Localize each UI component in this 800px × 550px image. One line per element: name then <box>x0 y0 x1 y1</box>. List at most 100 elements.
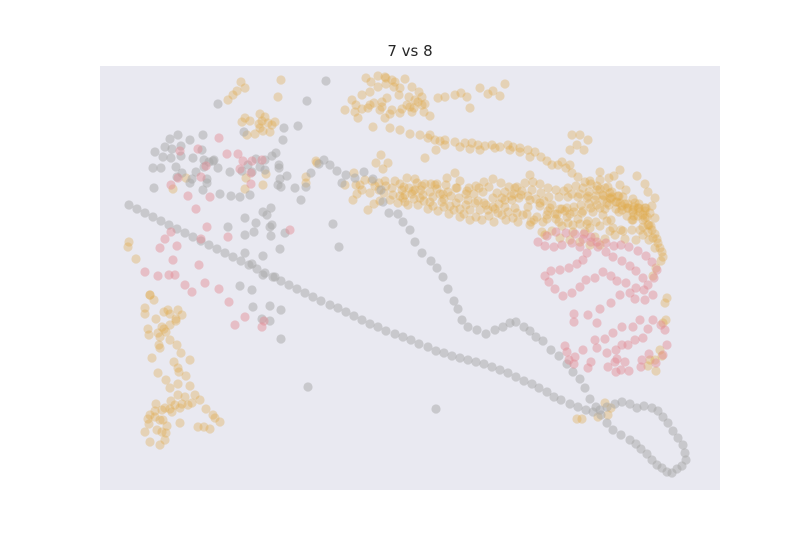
data-point <box>592 200 602 210</box>
data-point <box>607 192 617 202</box>
data-point <box>428 201 438 211</box>
data-point <box>155 440 165 450</box>
data-point <box>658 252 668 262</box>
data-point <box>235 192 245 202</box>
data-point <box>604 173 614 183</box>
data-point <box>196 234 206 244</box>
data-point <box>657 351 667 361</box>
data-point <box>175 403 185 413</box>
data-point <box>455 212 465 222</box>
data-point <box>535 179 545 189</box>
data-point <box>306 168 316 178</box>
data-point <box>497 193 507 203</box>
data-point <box>592 181 602 191</box>
data-point <box>509 189 519 199</box>
data-point <box>413 97 423 107</box>
data-point <box>157 427 167 437</box>
data-point <box>123 242 133 252</box>
data-point <box>430 180 440 190</box>
data-point <box>494 199 504 209</box>
data-point <box>641 203 651 213</box>
data-point <box>191 204 201 214</box>
data-point <box>162 421 172 431</box>
data-point <box>212 244 222 254</box>
data-point <box>557 157 567 167</box>
data-point <box>607 187 617 197</box>
data-point <box>143 414 153 424</box>
data-point <box>525 152 535 162</box>
data-point <box>150 412 160 422</box>
data-point <box>415 130 425 140</box>
data-point <box>523 191 533 201</box>
data-point <box>639 401 649 411</box>
data-point <box>563 192 573 202</box>
data-point <box>628 194 638 204</box>
data-point <box>590 195 600 205</box>
data-point <box>575 242 585 252</box>
data-point <box>187 398 197 408</box>
data-point <box>472 325 482 335</box>
data-point <box>479 177 489 187</box>
data-point <box>515 147 525 157</box>
data-point <box>484 211 494 221</box>
data-point <box>630 198 640 208</box>
data-point <box>245 190 255 200</box>
data-point <box>423 204 433 214</box>
data-point <box>463 355 473 365</box>
data-point <box>535 198 545 208</box>
data-point <box>561 163 571 173</box>
data-point <box>604 200 614 210</box>
data-point <box>308 292 318 302</box>
data-point <box>140 303 150 313</box>
data-point <box>643 187 653 197</box>
data-point <box>655 345 665 355</box>
data-point <box>435 136 445 146</box>
data-point <box>616 225 626 235</box>
data-point <box>623 199 633 209</box>
data-point <box>155 332 165 342</box>
data-point <box>614 207 624 217</box>
data-point <box>560 341 570 351</box>
data-point <box>554 192 564 202</box>
data-point <box>480 141 490 151</box>
data-point <box>180 392 190 402</box>
data-point <box>652 265 662 275</box>
data-point <box>629 211 639 221</box>
data-point <box>420 179 430 189</box>
data-point <box>648 290 658 300</box>
data-point <box>620 357 630 367</box>
data-point <box>368 174 378 184</box>
data-point <box>276 305 286 315</box>
data-point <box>395 191 405 201</box>
data-point <box>293 121 303 131</box>
data-point <box>265 127 275 137</box>
data-point <box>255 109 265 119</box>
data-point <box>373 71 383 81</box>
data-point <box>484 182 494 192</box>
data-point <box>200 278 210 288</box>
data-point <box>449 296 459 306</box>
data-point <box>605 226 615 236</box>
data-point <box>511 372 521 382</box>
data-point <box>273 92 283 102</box>
data-point <box>488 86 498 96</box>
data-point <box>656 320 666 330</box>
data-point <box>437 197 447 207</box>
data-point <box>197 145 207 155</box>
data-point <box>267 151 277 161</box>
data-point <box>154 340 164 350</box>
data-point <box>487 362 497 372</box>
data-point <box>478 187 488 197</box>
data-point <box>459 209 469 219</box>
data-point <box>257 155 267 165</box>
data-point <box>592 237 602 247</box>
data-point <box>586 232 596 242</box>
data-point <box>567 238 577 248</box>
data-point <box>585 240 595 250</box>
data-point <box>592 343 602 353</box>
data-point <box>646 221 656 231</box>
data-point <box>191 167 201 177</box>
data-point <box>580 227 590 237</box>
data-point <box>449 205 459 215</box>
data-point <box>166 227 176 237</box>
